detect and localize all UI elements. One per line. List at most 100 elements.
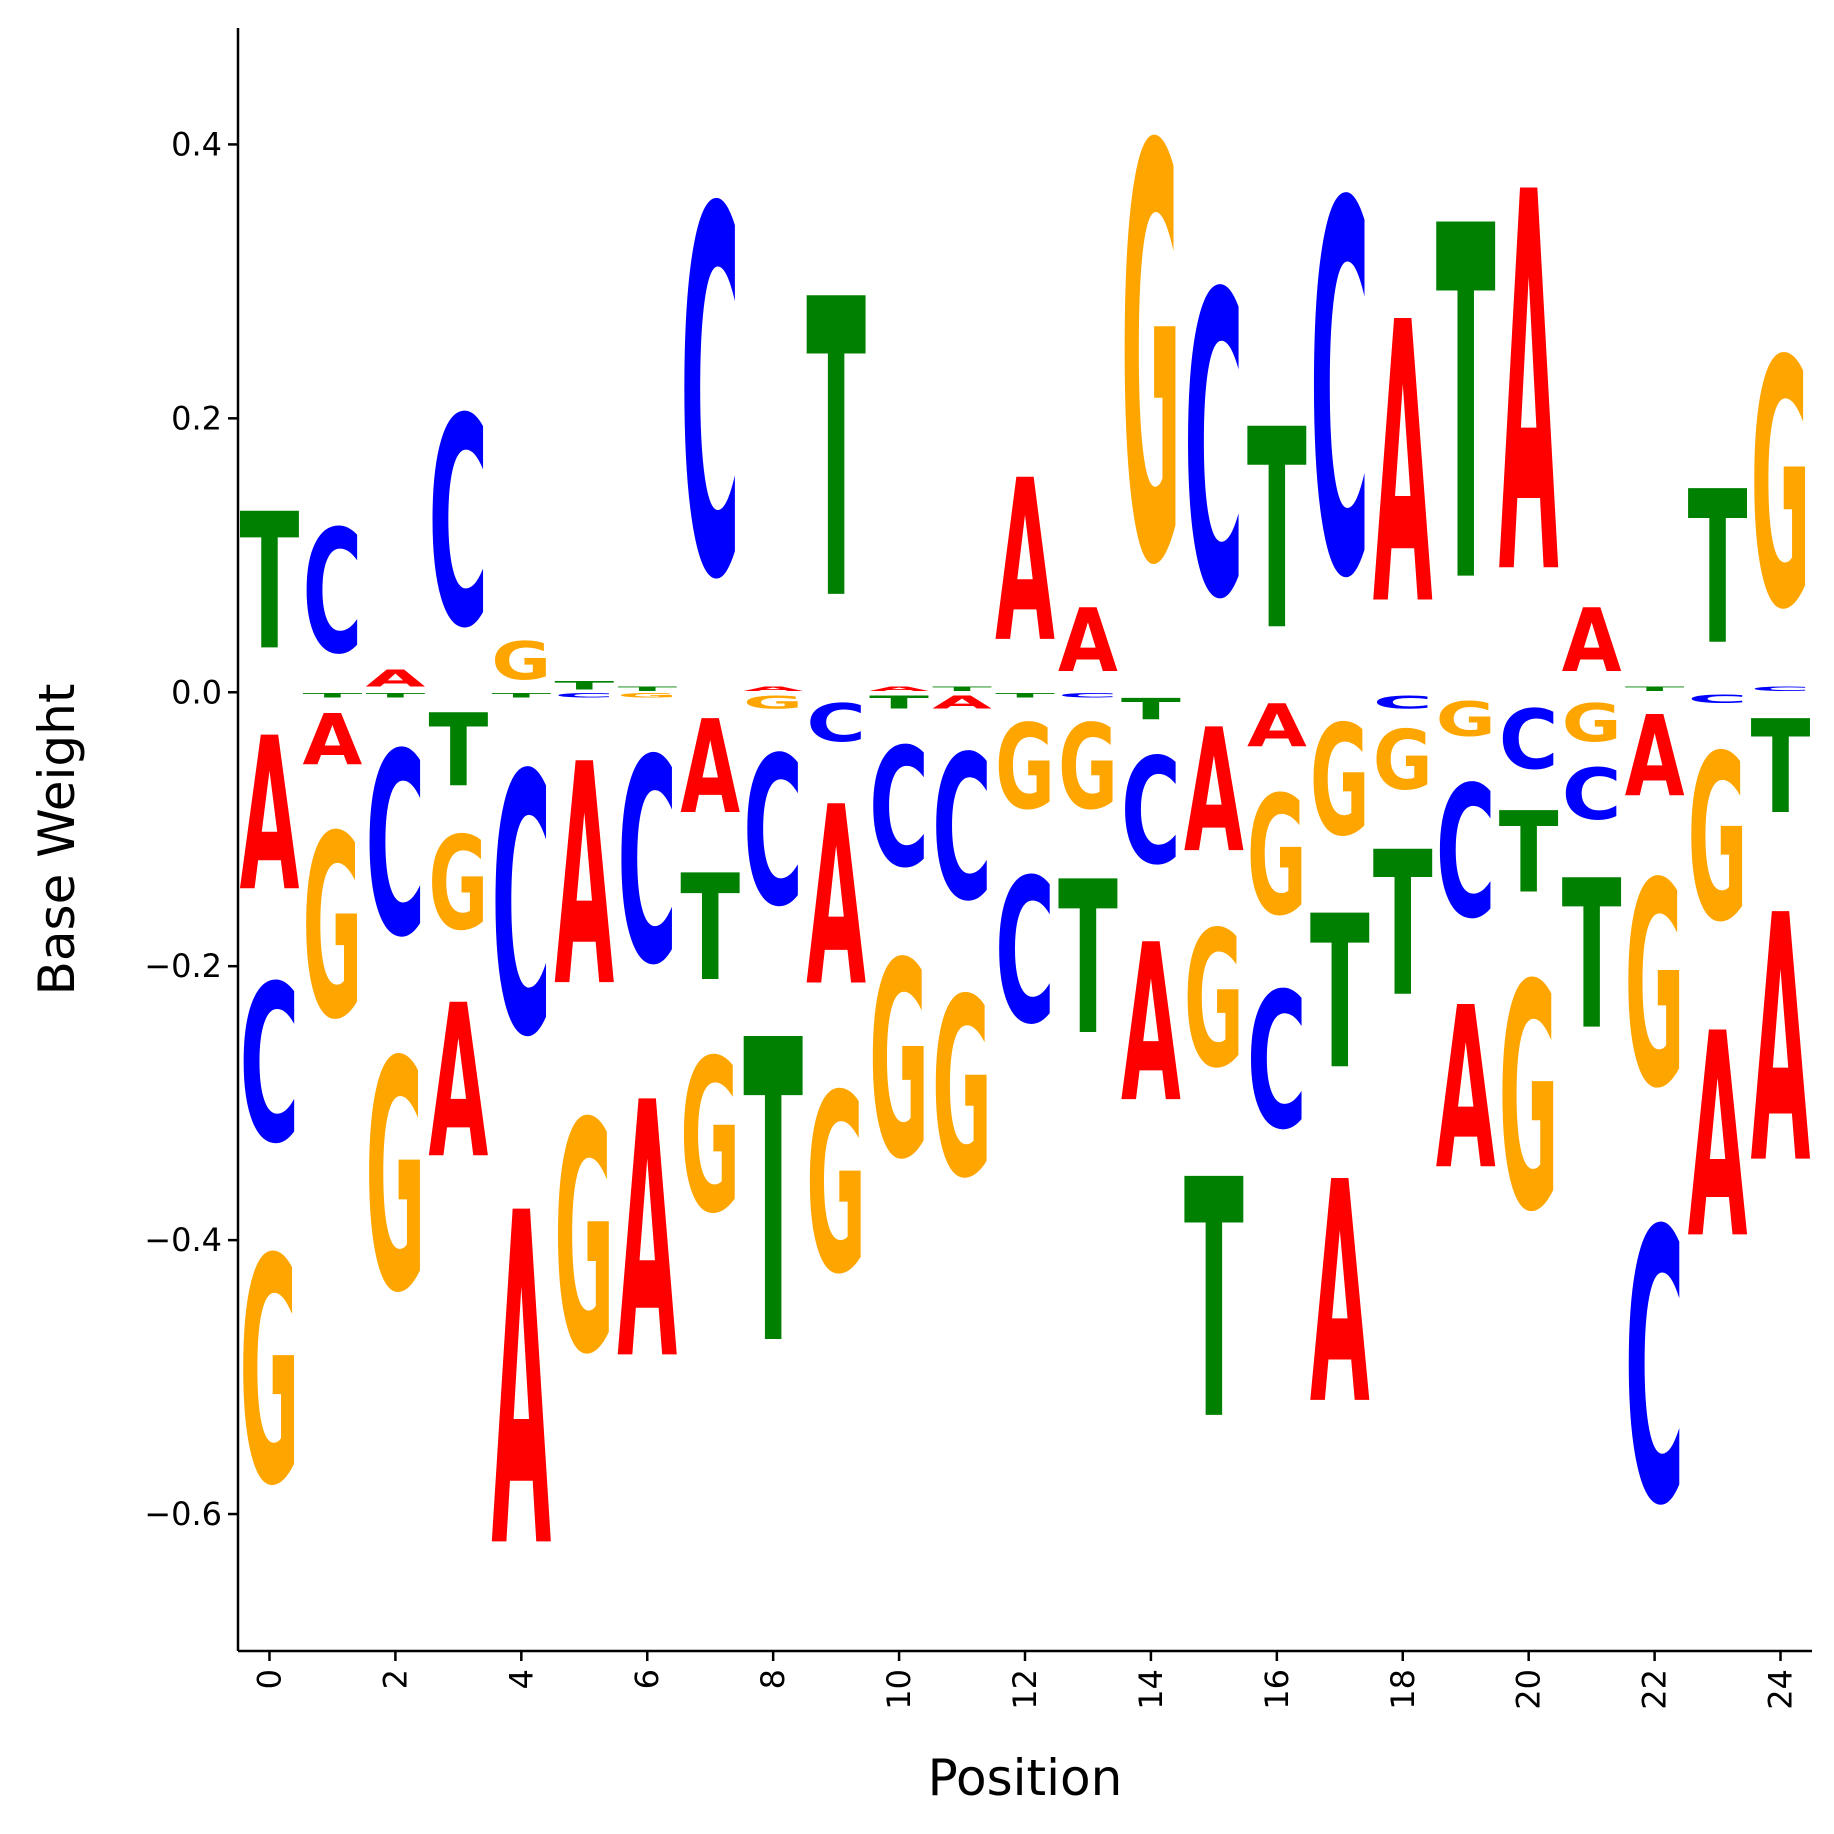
logo-letter-C-pos-24: C <box>1751 685 1811 692</box>
logo-letter-C-pos-7: C <box>680 105 740 691</box>
logo-letter-C-pos-21: C <box>1562 754 1622 836</box>
logo-letter-C-pos-12: C <box>995 837 1055 1069</box>
logo-letter-C-pos-23: C <box>1688 692 1748 706</box>
logo-letter-C-pos-9: C <box>806 693 866 754</box>
logo-letter-G-pos-18: G <box>1373 714 1433 809</box>
x-tick-label: 14 <box>1132 1669 1170 1710</box>
y-axis-label: Base Weight <box>28 684 86 996</box>
x-tick-label: 24 <box>1762 1669 1800 1710</box>
letters-layer: TACGCTAGATCGCTGAGTCATCAGTGCACATGAGCTTCAG… <box>240 30 1811 1650</box>
logo-letter-C-pos-10: C <box>869 713 929 904</box>
logo-letter-A-pos-7: A <box>680 693 740 843</box>
logo-letter-G-pos-14: G <box>1121 30 1181 691</box>
x-tick-label: 4 <box>502 1669 540 1689</box>
logo-letter-C-pos-6: C <box>617 700 677 1027</box>
logo-letter-C-pos-19: C <box>1436 748 1496 960</box>
y-tick-label: 0.0 <box>171 673 222 711</box>
x-tick-label: 2 <box>376 1669 414 1689</box>
logo-letter-G-pos-2: G <box>365 995 425 1363</box>
x-tick-label: 6 <box>628 1669 666 1689</box>
logo-letter-A-pos-21: A <box>1562 589 1622 692</box>
logo-letter-A-pos-12: A <box>995 433 1055 692</box>
logo-letter-G-pos-16: G <box>1247 761 1307 952</box>
logo-letter-T-pos-1: T <box>303 692 364 699</box>
logo-letter-A-pos-17: A <box>1310 1119 1370 1473</box>
logo-letter-G-pos-4: G <box>491 631 551 692</box>
logo-letter-A-pos-16: A <box>1247 693 1307 761</box>
logo-letter-T-pos-14: T <box>1121 693 1181 727</box>
logo-letter-G-pos-9: G <box>806 1042 866 1328</box>
logo-letter-T-pos-4: T <box>491 692 552 699</box>
logo-letter-A-pos-1: A <box>303 700 363 782</box>
logo-letter-A-pos-19: A <box>1436 960 1496 1219</box>
x-tick-label: 16 <box>1258 1669 1296 1710</box>
logo-letter-G-pos-5: G <box>554 1057 614 1425</box>
logo-letter-T-pos-19: T <box>1436 126 1496 691</box>
logo-letter-A-pos-9: A <box>806 755 866 1041</box>
logo-letter-T-pos-10: T <box>869 692 929 713</box>
logo-letter-C-pos-11: C <box>932 713 992 945</box>
logo-letter-C-pos-17: C <box>1310 98 1370 690</box>
logo-letter-A-pos-2: A <box>365 665 425 692</box>
logo-letter-T-pos-12: T <box>995 692 1056 699</box>
logo-letter-G-pos-23: G <box>1688 707 1748 972</box>
logo-letter-G-pos-0: G <box>240 1194 300 1555</box>
logo-letter-G-pos-12: G <box>995 700 1055 836</box>
logo-letter-G-pos-6: G <box>617 692 677 699</box>
logo-letter-A-pos-6: A <box>617 1028 677 1437</box>
logo-letter-T-pos-6: T <box>617 685 678 692</box>
logo-letter-G-pos-21: G <box>1562 692 1622 753</box>
logo-letter-G-pos-20: G <box>1499 920 1559 1281</box>
logo-letter-C-pos-20: C <box>1499 693 1559 788</box>
logo-letter-T-pos-9: T <box>806 214 866 691</box>
x-tick-label: 8 <box>754 1669 792 1689</box>
logo-letter-A-pos-13: A <box>1058 589 1118 692</box>
logo-letter-C-pos-4: C <box>491 702 551 1117</box>
x-ticks: 0 2 4 6 8 10 12 14 16 18 20 22 24 <box>250 1651 1800 1710</box>
logo-letter-T-pos-23: T <box>1688 447 1748 692</box>
logo-letter-A-pos-11: A <box>932 693 993 713</box>
logo-letter-C-pos-1: C <box>303 495 363 693</box>
logo-letter-T-pos-13: T <box>1058 837 1118 1082</box>
logo-letter-A-pos-22: A <box>1625 692 1685 822</box>
y-tick-label: −0.4 <box>144 1221 222 1259</box>
logo-letter-T-pos-18: T <box>1373 810 1433 1042</box>
logo-letter-G-pos-17: G <box>1310 693 1370 870</box>
x-tick-label: 18 <box>1384 1669 1422 1710</box>
y-tick-label: 0.2 <box>171 399 222 437</box>
logo-letter-G-pos-13: G <box>1058 700 1118 836</box>
logo-letter-C-pos-5: C <box>554 692 614 699</box>
logo-letter-A-pos-15: A <box>1184 694 1244 891</box>
logo-letter-T-pos-16: T <box>1247 372 1307 693</box>
logo-letter-A-pos-8: A <box>743 685 804 692</box>
logo-letter-A-pos-14: A <box>1121 899 1181 1151</box>
x-tick-label: 20 <box>1510 1669 1548 1710</box>
logo-letter-A-pos-18: A <box>1373 240 1433 691</box>
x-tick-label: 10 <box>880 1669 918 1710</box>
logo-letter-T-pos-11: T <box>932 685 993 692</box>
logo-letter-T-pos-8: T <box>743 953 803 1437</box>
logo-letter-T-pos-7: T <box>680 844 740 1014</box>
logo-letter-C-pos-16: C <box>1247 954 1307 1172</box>
y-ticks: 0.4 0.2 0.0 −0.2 −0.4 −0.6 <box>144 125 238 1533</box>
logo-letter-T-pos-5: T <box>554 679 614 693</box>
y-tick-label: 0.4 <box>171 125 222 163</box>
logo-letter-G-pos-8: G <box>743 693 803 713</box>
x-tick-label: 0 <box>250 1669 288 1689</box>
logo-letter-C-pos-3: C <box>428 357 488 692</box>
logo-letter-C-pos-8: C <box>743 713 803 952</box>
y-tick-label: −0.6 <box>144 1495 222 1533</box>
logo-letter-T-pos-0: T <box>240 474 300 692</box>
logo-letter-C-pos-18: C <box>1373 692 1433 713</box>
logo-letter-A-pos-10: A <box>869 685 930 692</box>
logo-letter-A-pos-0: A <box>240 694 300 938</box>
logo-letter-G-pos-19: G <box>1436 693 1496 747</box>
logo-letter-G-pos-7: G <box>680 1016 740 1261</box>
logo-letter-G-pos-1: G <box>303 782 363 1075</box>
x-tick-label: 12 <box>1006 1669 1044 1710</box>
logo-letter-C-pos-13: C <box>1058 692 1118 699</box>
logo-letter-T-pos-24: T <box>1751 693 1811 843</box>
logo-letter-A-pos-24: A <box>1751 844 1811 1240</box>
